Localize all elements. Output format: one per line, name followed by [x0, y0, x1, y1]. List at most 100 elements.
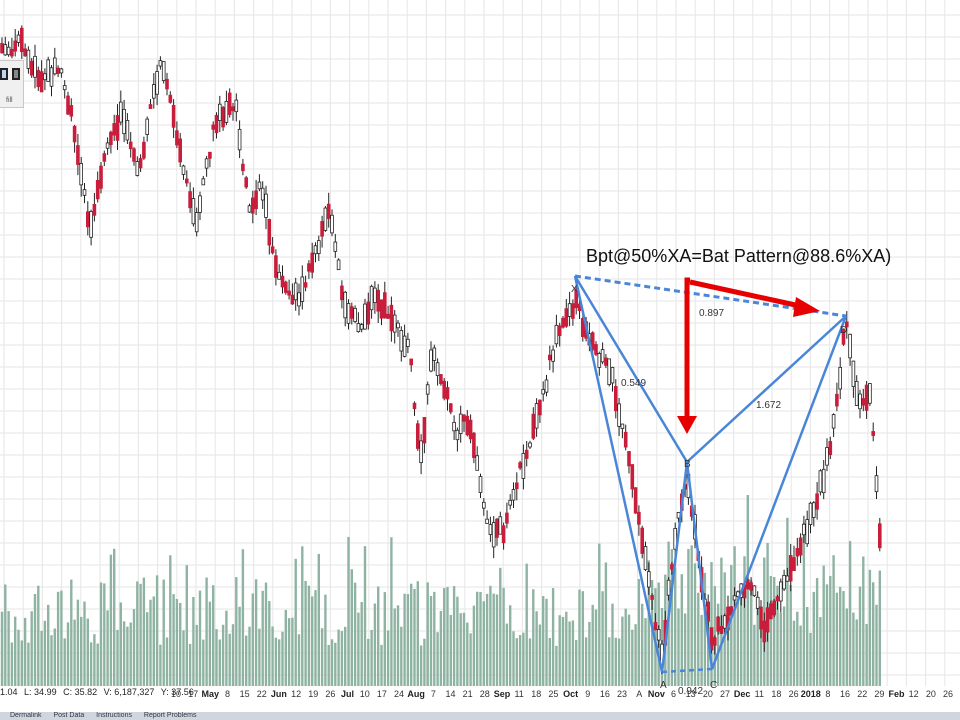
volume-bar	[825, 584, 829, 686]
candle-body	[217, 103, 222, 122]
volume-bar	[647, 560, 650, 686]
candle-body	[788, 555, 793, 582]
volume-bar	[198, 590, 202, 686]
x-tick-label: 27	[720, 689, 730, 699]
candle-body	[39, 71, 44, 93]
fill-toggle-button[interactable]	[0, 68, 8, 80]
candle-body	[630, 464, 635, 490]
candle-body	[109, 131, 113, 146]
candle-body	[462, 414, 466, 422]
instructions-link[interactable]: Instructions	[96, 712, 132, 719]
report-problems-link[interactable]: Report Problems	[143, 712, 197, 719]
volume-bar	[350, 569, 353, 686]
volume-bar	[568, 621, 571, 686]
candle-body	[171, 104, 176, 128]
candle-body	[831, 414, 836, 429]
volume-bar	[169, 555, 172, 686]
arrow-right-to-d	[689, 279, 801, 309]
volume-bar	[829, 576, 832, 686]
volume-bar	[839, 586, 842, 686]
volume-bar	[505, 623, 509, 686]
x-tick-label: Oct	[563, 689, 578, 699]
candle-body	[359, 324, 364, 330]
candle-body	[399, 330, 404, 352]
dermalink-link[interactable]: Dermalink	[10, 712, 42, 719]
volume-bar	[287, 618, 291, 686]
candle-body	[161, 61, 166, 81]
volume-bar	[855, 619, 858, 686]
volume-bar	[360, 602, 363, 686]
candle-body	[406, 338, 410, 347]
candle-body	[66, 95, 70, 115]
candle-body	[498, 516, 503, 535]
candle-body	[551, 349, 555, 362]
candle-body	[594, 344, 598, 355]
candle-body	[812, 502, 816, 518]
volume-bar	[70, 579, 73, 686]
volume-bar	[357, 612, 360, 686]
volume-bar	[423, 638, 426, 686]
candle-body	[445, 387, 450, 400]
post-data-link[interactable]: Post Data	[53, 712, 85, 719]
candle-body	[158, 60, 163, 67]
candle-body	[201, 178, 206, 186]
volume-bar	[819, 617, 822, 686]
volume-bar	[565, 611, 568, 686]
volume-bar	[512, 631, 515, 686]
candle-body	[722, 615, 727, 629]
candle-body	[89, 211, 93, 238]
volume-bar	[162, 579, 165, 686]
volume-bar	[452, 586, 456, 686]
x-tick-label: 8	[225, 689, 230, 699]
x-tick-label: 11	[514, 689, 523, 699]
fill-color-button[interactable]	[12, 68, 20, 80]
volume-bar	[119, 602, 122, 686]
volume-bar	[40, 630, 43, 686]
volume-bar	[822, 565, 825, 686]
volume-bar	[436, 632, 439, 686]
x-tick-label: 8	[825, 689, 830, 699]
volume-bar	[637, 578, 641, 686]
volume-bar	[815, 578, 819, 686]
x-tick-label: 24	[394, 689, 404, 699]
candle-body	[782, 574, 786, 590]
candle-body	[82, 189, 87, 196]
candle-body	[33, 55, 37, 78]
volume-bar	[426, 582, 429, 686]
volume-bar	[383, 592, 386, 686]
volume-bar	[109, 554, 113, 686]
volume-bar	[476, 591, 479, 686]
candle-body	[267, 219, 272, 246]
volume-bar	[238, 606, 241, 686]
volume-bar	[598, 543, 601, 686]
volume-bar	[301, 546, 304, 686]
volume-bar	[429, 596, 433, 686]
volume-bar	[413, 589, 416, 686]
x-tick-label: 6	[671, 689, 676, 699]
volume-bar	[621, 616, 624, 686]
volume-bar	[499, 567, 502, 686]
volume-bar	[700, 614, 703, 686]
candle-body	[145, 118, 150, 135]
pattern-headline: Bpt@50%XA=Bat Pattern@88.6%XA)	[586, 246, 892, 266]
candle-body	[468, 419, 473, 440]
volume-bar	[373, 603, 377, 686]
volume-bar	[330, 639, 334, 686]
volume-bar	[528, 638, 532, 686]
x-tick-label: Aug	[407, 689, 425, 699]
x-tick-label: Feb	[889, 689, 906, 699]
volume-bar	[202, 639, 205, 686]
candle-body	[86, 211, 90, 228]
candle-body	[29, 60, 34, 76]
candle-body	[16, 34, 21, 43]
volume-bar	[122, 621, 126, 686]
point-c-label: C	[710, 680, 717, 691]
candle-body	[528, 442, 532, 448]
candle-body	[119, 101, 123, 123]
volume-bar	[152, 596, 155, 686]
volume-bar	[320, 628, 324, 686]
low-value: L: 34.99	[24, 687, 57, 697]
volume-bar	[416, 581, 419, 686]
x-tick-label: 22	[257, 689, 267, 699]
